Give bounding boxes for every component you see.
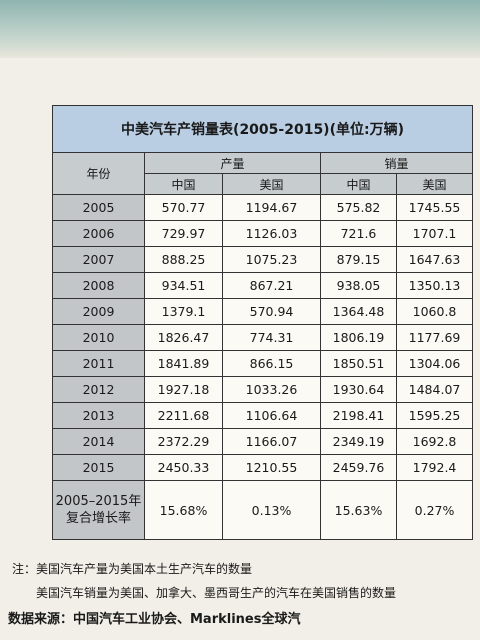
year-cell: 2008: [52, 272, 145, 299]
growth-label-line: 复合增长率: [65, 511, 131, 526]
value-cell: 1484.07: [395, 376, 474, 403]
photo-band: [0, 0, 480, 58]
value-cell: 1304.06: [395, 350, 474, 377]
year-cell: 2012: [52, 376, 145, 403]
growth-label: 2005–2015年 复合增长率: [52, 480, 145, 540]
growth-value: 0.27%: [395, 480, 474, 540]
production-header: 产量: [144, 152, 321, 174]
value-cell: 2459.76: [320, 454, 397, 481]
source: 数据来源：中国汽车工业协会、Marklines全球汽: [8, 612, 301, 627]
growth-value: 15.63%: [320, 480, 397, 540]
column-header: 美国: [222, 173, 321, 195]
value-cell: 575.82: [320, 194, 397, 221]
value-cell: 1850.51: [320, 350, 397, 377]
subheader-row: 中国 美国 中国 美国: [53, 173, 474, 195]
value-cell: 570.94: [222, 298, 321, 325]
value-cell: 1210.55: [222, 454, 321, 481]
value-cell: 2198.41: [320, 402, 397, 429]
data-row: 2009 1379.1 570.94 1364.48 1060.8: [52, 298, 474, 325]
value-cell: 1177.69: [395, 324, 474, 351]
data-row: 2006 729.97 1126.03 721.6 1707.1: [52, 220, 474, 247]
data-row: 2011 1841.89 866.15 1850.51 1304.06: [52, 350, 474, 377]
data-row: 2010 1826.47 774.31 1806.19 1177.69: [52, 324, 474, 351]
year-cell: 2006: [52, 220, 145, 247]
value-cell: 888.25: [144, 246, 223, 273]
value-cell: 879.15: [320, 246, 397, 273]
year-header: 年份: [52, 152, 145, 195]
year-cell: 2005: [52, 194, 145, 221]
sales-header: 销量: [319, 152, 474, 174]
value-cell: 2450.33: [144, 454, 223, 481]
value-cell: 1692.8: [395, 428, 474, 455]
value-cell: 1364.48: [320, 298, 397, 325]
note: 美国汽车销量为美国、加拿大、墨西哥生产的汽车在美国销售的数量: [36, 586, 397, 600]
value-cell: 1745.55: [395, 194, 474, 221]
data-row: 2015 2450.33 1210.55 2459.76 1792.4: [52, 454, 474, 481]
data-row: 2007 888.25 1075.23 879.15 1647.63: [52, 246, 474, 273]
column-header: 中国: [320, 173, 397, 195]
value-cell: 2372.29: [144, 428, 223, 455]
growth-row: 2005–2015年 复合增长率 15.68% 0.13% 15.63% 0.27%: [52, 480, 474, 540]
year-cell: 2015: [52, 454, 145, 481]
value-cell: 1595.25: [395, 402, 474, 429]
data-table: 中美汽车产销量表(2005-2015)(单位:万辆) 年份 产量 销量 中国 美…: [51, 105, 474, 540]
year-cell: 2011: [52, 350, 145, 377]
data-row: 2008 934.51 867.21 938.05 1350.13: [52, 272, 474, 299]
value-cell: 1166.07: [222, 428, 321, 455]
title-row: 中美汽车产销量表(2005-2015)(单位:万辆): [51, 105, 474, 153]
growth-value: 15.68%: [144, 480, 223, 540]
value-cell: 729.97: [144, 220, 223, 247]
growth-value: 0.13%: [222, 480, 321, 540]
value-cell: 1194.67: [222, 194, 321, 221]
value-cell: 2349.19: [320, 428, 397, 455]
value-cell: 2211.68: [144, 402, 223, 429]
value-cell: 1075.23: [222, 246, 321, 273]
growth-label-line: 2005–2015年: [55, 494, 142, 509]
data-row: 2005 570.77 1194.67 575.82 1745.55: [52, 194, 474, 221]
value-cell: 934.51: [144, 272, 223, 299]
data-row: 2012 1927.18 1033.26 1930.64 1484.07: [52, 376, 474, 403]
year-cell: 2007: [52, 246, 145, 273]
header-row: 年份 产量 销量: [52, 152, 474, 195]
value-cell: 1792.4: [395, 454, 474, 481]
table-body: 中美汽车产销量表(2005-2015)(单位:万辆) 年份 产量 销量 中国 美…: [51, 105, 474, 540]
data-row: 2014 2372.29 1166.07 2349.19 1692.8: [52, 428, 474, 455]
column-header: 中国: [144, 173, 223, 195]
year-cell: 2013: [52, 402, 145, 429]
value-cell: 1350.13: [395, 272, 474, 299]
value-cell: 1841.89: [144, 350, 223, 377]
value-cell: 1647.63: [395, 246, 474, 273]
value-cell: 570.77: [144, 194, 223, 221]
table-title: 中美汽车产销量表(2005-2015)(单位:万辆): [51, 105, 474, 153]
value-cell: 1806.19: [320, 324, 397, 351]
value-cell: 1060.8: [395, 298, 474, 325]
note: 注：美国汽车产量为美国本土生产汽车的数量: [12, 562, 253, 576]
value-cell: 774.31: [222, 324, 321, 351]
value-cell: 866.15: [222, 350, 321, 377]
data-row: 2013 2211.68 1106.64 2198.41 1595.25: [52, 402, 474, 429]
column-header: 美国: [395, 173, 474, 195]
year-cell: 2014: [52, 428, 145, 455]
value-cell: 1930.64: [320, 376, 397, 403]
year-cell: 2009: [52, 298, 145, 325]
value-cell: 938.05: [320, 272, 397, 299]
value-cell: 867.21: [222, 272, 321, 299]
value-cell: 1707.1: [395, 220, 474, 247]
value-cell: 1379.1: [144, 298, 223, 325]
value-cell: 1826.47: [144, 324, 223, 351]
year-cell: 2010: [52, 324, 145, 351]
value-cell: 1033.26: [222, 376, 321, 403]
value-cell: 1106.64: [222, 402, 321, 429]
value-cell: 1927.18: [144, 376, 223, 403]
value-cell: 721.6: [320, 220, 397, 247]
value-cell: 1126.03: [222, 220, 321, 247]
